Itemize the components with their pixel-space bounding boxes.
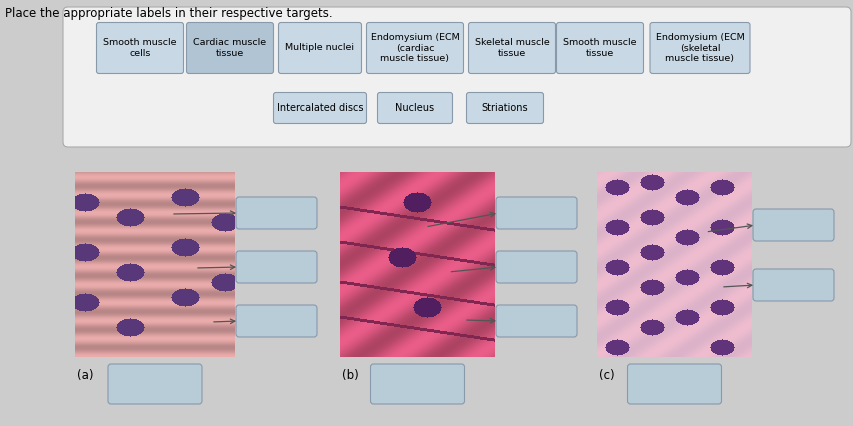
FancyBboxPatch shape (466, 92, 543, 124)
FancyBboxPatch shape (649, 23, 749, 74)
Text: (c): (c) (598, 369, 614, 382)
FancyBboxPatch shape (235, 251, 316, 283)
FancyBboxPatch shape (752, 269, 833, 301)
Text: Cardiac muscle
tissue: Cardiac muscle tissue (194, 38, 266, 58)
FancyBboxPatch shape (556, 23, 643, 74)
FancyBboxPatch shape (235, 305, 316, 337)
FancyBboxPatch shape (278, 23, 361, 74)
FancyBboxPatch shape (186, 23, 273, 74)
Text: Endomysium (ECM
(cardiac
muscle tissue): Endomysium (ECM (cardiac muscle tissue) (370, 33, 459, 63)
FancyBboxPatch shape (752, 209, 833, 241)
FancyBboxPatch shape (63, 7, 850, 147)
Text: Smooth muscle
cells: Smooth muscle cells (103, 38, 177, 58)
FancyBboxPatch shape (366, 23, 463, 74)
Text: Intercalated discs: Intercalated discs (276, 103, 363, 113)
Text: Skeletal muscle
tissue: Skeletal muscle tissue (474, 38, 548, 58)
FancyBboxPatch shape (627, 364, 721, 404)
Text: Smooth muscle
tissue: Smooth muscle tissue (563, 38, 636, 58)
FancyBboxPatch shape (496, 197, 577, 229)
FancyBboxPatch shape (468, 23, 554, 74)
FancyBboxPatch shape (273, 92, 366, 124)
Text: (a): (a) (77, 369, 93, 382)
Text: Striations: Striations (481, 103, 528, 113)
FancyBboxPatch shape (496, 251, 577, 283)
FancyBboxPatch shape (107, 364, 202, 404)
Text: (b): (b) (341, 369, 358, 382)
FancyBboxPatch shape (96, 23, 183, 74)
Text: Place the appropriate labels in their respective targets.: Place the appropriate labels in their re… (5, 7, 332, 20)
Text: Nucleus: Nucleus (395, 103, 434, 113)
Text: Endomysium (ECM
(skeletal
muscle tissue): Endomysium (ECM (skeletal muscle tissue) (655, 33, 744, 63)
FancyBboxPatch shape (496, 305, 577, 337)
FancyBboxPatch shape (235, 197, 316, 229)
Text: Multiple nuclei: Multiple nuclei (285, 43, 354, 52)
FancyBboxPatch shape (377, 92, 452, 124)
FancyBboxPatch shape (370, 364, 464, 404)
